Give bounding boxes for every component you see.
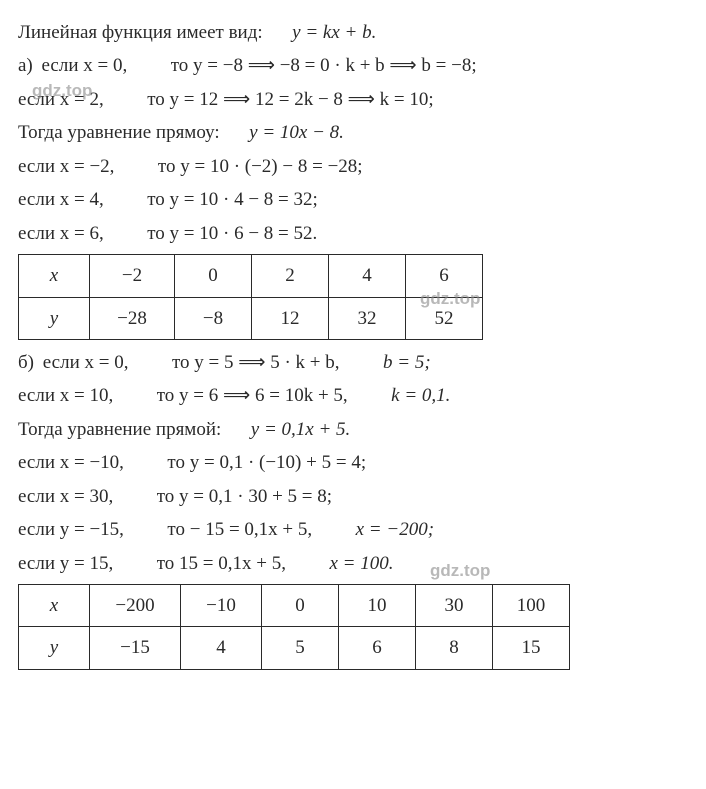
table-header-y: y	[19, 297, 90, 339]
a-l3a: если x = −2,	[18, 156, 114, 177]
b-l6b: то 15 = 0,1x + 5,	[157, 553, 286, 574]
a-l3b: то y = 10 · (−2) − 8 = −28;	[158, 156, 363, 177]
intro-line: Линейная функция имеет вид: y = kx + b.	[18, 18, 688, 47]
table-cell: 2	[252, 255, 329, 297]
table-cell: 5	[262, 627, 339, 669]
table-cell: −8	[175, 297, 252, 339]
a-line2: если x = 2, то y = 12 ⟹ 12 = 2k − 8 ⟹ k …	[18, 85, 688, 114]
a-line5: если x = 6, то y = 10 · 6 − 8 = 52.	[18, 219, 688, 248]
a-l1a: если x = 0,	[42, 55, 128, 76]
b-label: б)	[18, 352, 34, 373]
table-cell: 6	[339, 627, 416, 669]
table-header-x: x	[19, 255, 90, 297]
b-l2a: если x = 10,	[18, 385, 113, 406]
a-l1b: то y = −8 ⟹ −8 = 0 · k + b ⟹ b = −8;	[171, 55, 477, 76]
b-line6: если y = 15, то 15 = 0,1x + 5, x = 100.	[18, 549, 688, 578]
table-cell: 4	[329, 255, 406, 297]
a-then-eq: y = 10x − 8.	[249, 122, 344, 143]
a-label: а)	[18, 55, 33, 76]
b-l4b: то y = 0,1 · 30 + 5 = 8;	[157, 486, 332, 507]
b-l5b: то − 15 = 0,1x + 5,	[167, 519, 312, 540]
table-cell: 0	[175, 255, 252, 297]
b-l1b: то y = 5 ⟹ 5 · k + b,	[172, 352, 340, 373]
table-cell: 10	[339, 585, 416, 627]
table-cell: −10	[181, 585, 262, 627]
b-l3a: если x = −10,	[18, 452, 124, 473]
b-line3: если x = −10, то y = 0,1 · (−10) + 5 = 4…	[18, 448, 688, 477]
b-l3b: то y = 0,1 · (−10) + 5 = 4;	[167, 452, 366, 473]
b-then: Тогда уравнение прямой: y = 0,1x + 5.	[18, 415, 688, 444]
table-b: x−200−1001030100 y−15456815	[18, 584, 570, 670]
a-l5a: если x = 6,	[18, 223, 104, 244]
b-then-text: Тогда уравнение прямой:	[18, 419, 221, 440]
table-cell: 8	[416, 627, 493, 669]
a-line4: если x = 4, то y = 10 · 4 − 8 = 32;	[18, 185, 688, 214]
table-cell: 0	[262, 585, 339, 627]
b-l6a: если y = 15,	[18, 553, 113, 574]
table-cell: 6	[406, 255, 483, 297]
table-a: x−20246 y−28−8123252	[18, 254, 483, 340]
b-l6c: x = 100.	[329, 553, 393, 574]
table-cell: 15	[493, 627, 570, 669]
b-line5: если y = −15, то − 15 = 0,1x + 5, x = −2…	[18, 515, 688, 544]
b-l1c: b = 5;	[383, 352, 431, 373]
table-header-y: y	[19, 627, 90, 669]
a-line3: если x = −2, то y = 10 · (−2) − 8 = −28;	[18, 152, 688, 181]
b-l5a: если y = −15,	[18, 519, 124, 540]
table-cell: 32	[329, 297, 406, 339]
a-l2a: если x = 2,	[18, 89, 104, 110]
intro-eq: y = kx + b.	[292, 22, 376, 43]
table-cell: 4	[181, 627, 262, 669]
a-l4a: если x = 4,	[18, 189, 104, 210]
b-l4a: если x = 30,	[18, 486, 113, 507]
table-cell: −200	[90, 585, 181, 627]
table-cell: 100	[493, 585, 570, 627]
b-line4: если x = 30, то y = 0,1 · 30 + 5 = 8;	[18, 482, 688, 511]
a-line1: а) если x = 0, то y = −8 ⟹ −8 = 0 · k + …	[18, 51, 688, 80]
b-l5c: x = −200;	[356, 519, 434, 540]
b-line2: если x = 10, то y = 6 ⟹ 6 = 10k + 5, k =…	[18, 381, 688, 410]
table-cell: 30	[416, 585, 493, 627]
table-cell: −28	[90, 297, 175, 339]
intro-text: Линейная функция имеет вид:	[18, 22, 263, 43]
b-then-eq: y = 0,1x + 5.	[251, 419, 351, 440]
b-l2c: k = 0,1.	[391, 385, 450, 406]
a-l4b: то y = 10 · 4 − 8 = 32;	[147, 189, 318, 210]
table-cell: 12	[252, 297, 329, 339]
table-cell: 52	[406, 297, 483, 339]
a-l5b: то y = 10 · 6 − 8 = 52.	[147, 223, 317, 244]
b-line1: б) если x = 0, то y = 5 ⟹ 5 · k + b, b =…	[18, 348, 688, 377]
a-then-text: Тогда уравнение прямоу:	[18, 122, 220, 143]
b-l2b: то y = 6 ⟹ 6 = 10k + 5,	[157, 385, 348, 406]
table-cell: −15	[90, 627, 181, 669]
a-then: Тогда уравнение прямоу: y = 10x − 8.	[18, 118, 688, 147]
table-cell: −2	[90, 255, 175, 297]
a-l2b: то y = 12 ⟹ 12 = 2k − 8 ⟹ k = 10;	[147, 89, 433, 110]
b-l1a: если x = 0,	[43, 352, 129, 373]
table-header-x: x	[19, 585, 90, 627]
